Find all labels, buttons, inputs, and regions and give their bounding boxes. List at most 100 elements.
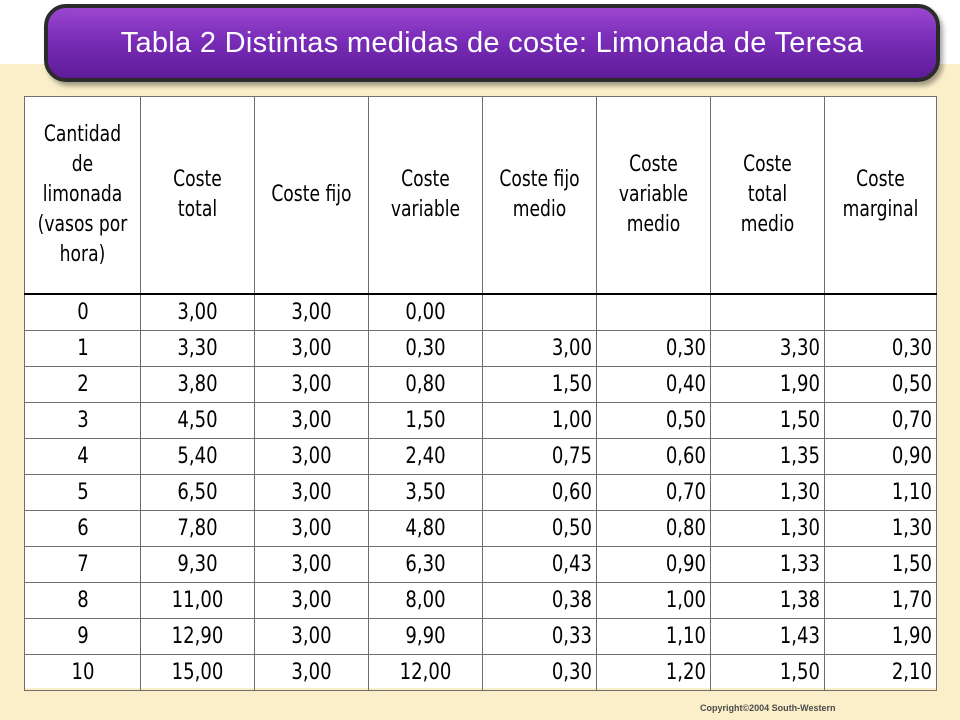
table-cell: 15,00	[140, 654, 255, 691]
table-cell: 0,00	[368, 293, 483, 331]
table-cell: 1,70	[824, 582, 937, 619]
table-cell: 1,10	[596, 618, 711, 655]
table-row: 10 15,00 3,00 12,00 0,30 1,20 1,50 2,10	[24, 654, 937, 691]
table-cell: 3,00	[254, 654, 369, 691]
table-cell: 1,50	[368, 402, 483, 439]
header-cantidad: Cantidad de limonada (vasos por hora)	[24, 96, 141, 295]
header-coste-marginal: Coste marginal	[824, 96, 937, 295]
table-cell: 1,50	[710, 402, 825, 439]
table-row: 0 3,00 3,00 0,00	[24, 293, 937, 331]
table-cell: 5,40	[140, 438, 255, 475]
table-cell: 0,70	[824, 402, 937, 439]
title-banner: Tabla 2 Distintas medidas de coste: Limo…	[44, 4, 940, 82]
table-cell: 1,00	[596, 582, 711, 619]
table-cell: 1,38	[710, 582, 825, 619]
table-cell: 4,50	[140, 402, 255, 439]
table-cell: 3,00	[254, 582, 369, 619]
table-cell: 9	[24, 618, 141, 655]
table-cell: 1,00	[482, 402, 597, 439]
table-cell: 4	[24, 438, 141, 475]
table-cell: 0,50	[596, 402, 711, 439]
table-cell: 3,00	[254, 618, 369, 655]
table-cell: 7,80	[140, 510, 255, 547]
table-cell: 3,00	[254, 402, 369, 439]
table-cell: 0,90	[596, 546, 711, 583]
table-row: 6 7,80 3,00 4,80 0,50 0,80 1,30 1,30	[24, 510, 937, 547]
table-cell: 3,00	[482, 330, 597, 367]
table-row: 4 5,40 3,00 2,40 0,75 0,60 1,35 0,90	[24, 438, 937, 475]
table-cell: 2	[24, 366, 141, 403]
table-cell: 3,00	[254, 293, 369, 331]
header-coste-fijo: Coste fijo	[254, 96, 369, 295]
table-cell: 12,00	[368, 654, 483, 691]
table-cell: 3,00	[254, 510, 369, 547]
table-cell: 2,10	[824, 654, 937, 691]
table-cell: 1,35	[710, 438, 825, 475]
table-cell: 1,50	[482, 366, 597, 403]
header-coste-variable: Coste variable	[368, 96, 483, 295]
cost-table-container: Cantidad de limonada (vasos por hora) Co…	[24, 96, 937, 691]
table-row: 7 9,30 3,00 6,30 0,43 0,90 1,33 1,50	[24, 546, 937, 583]
table-cell: 1,50	[710, 654, 825, 691]
table-cell: 0,33	[482, 618, 597, 655]
table-cell: 0,60	[596, 438, 711, 475]
table-row: 8 11,00 3,00 8,00 0,38 1,00 1,38 1,70	[24, 582, 937, 619]
table-cell: 3,00	[254, 366, 369, 403]
table-cell: 3,30	[710, 330, 825, 367]
table-cell: 0,30	[596, 330, 711, 367]
table-cell: 1,43	[710, 618, 825, 655]
table-cell: 3,50	[368, 474, 483, 511]
table-cell: 0,75	[482, 438, 597, 475]
table-cell: 0,90	[824, 438, 937, 475]
table-cell: 12,90	[140, 618, 255, 655]
table-cell: 3,00	[254, 546, 369, 583]
cost-table: Cantidad de limonada (vasos por hora) Co…	[24, 96, 937, 691]
table-cell: 8	[24, 582, 141, 619]
table-row: 5 6,50 3,00 3,50 0,60 0,70 1,30 1,10	[24, 474, 937, 511]
table-cell	[482, 293, 597, 331]
header-coste-total: Coste total	[140, 96, 255, 295]
table-cell: 1,20	[596, 654, 711, 691]
table-row: 1 3,30 3,00 0,30 3,00 0,30 3,30 0,30	[24, 330, 937, 367]
table-cell: 6,30	[368, 546, 483, 583]
table-cell: 3,00	[254, 330, 369, 367]
table-cell: 4,80	[368, 510, 483, 547]
table-cell: 7	[24, 546, 141, 583]
table-cell: 8,00	[368, 582, 483, 619]
table-cell: 1,30	[824, 510, 937, 547]
table-cell: 0,40	[596, 366, 711, 403]
table-cell: 11,00	[140, 582, 255, 619]
table-cell: 0,38	[482, 582, 597, 619]
table-cell: 6,50	[140, 474, 255, 511]
header-coste-variable-medio: Coste variable medio	[596, 96, 711, 295]
header-coste-total-medio: Coste total medio	[710, 96, 825, 295]
table-cell: 1,90	[824, 618, 937, 655]
table-cell: 9,90	[368, 618, 483, 655]
table-cell: 1,30	[710, 510, 825, 547]
table-cell: 0,60	[482, 474, 597, 511]
table-body: 0 3,00 3,00 0,00 1 3,30 3,00 0,30 3,00 0,30 3,30 0,…	[24, 293, 937, 691]
table-cell: 0,80	[368, 366, 483, 403]
table-cell: 0,43	[482, 546, 597, 583]
table-row: 2 3,80 3,00 0,80 1,50 0,40 1,90 0,50	[24, 366, 937, 403]
table-cell: 3,00	[140, 293, 255, 331]
table-cell: 1,90	[710, 366, 825, 403]
table-cell: 0,30	[824, 330, 937, 367]
table-cell	[596, 293, 711, 331]
table-cell: 3,30	[140, 330, 255, 367]
table-cell	[824, 293, 937, 331]
table-cell: 3,00	[254, 438, 369, 475]
table-cell: 9,30	[140, 546, 255, 583]
table-row: 3 4,50 3,00 1,50 1,00 0,50 1,50 0,70	[24, 402, 937, 439]
table-cell: 0,30	[482, 654, 597, 691]
table-header-row: Cantidad de limonada (vasos por hora) Co…	[24, 96, 937, 295]
table-cell: 2,40	[368, 438, 483, 475]
table-row: 9 12,90 3,00 9,90 0,33 1,10 1,43 1,90	[24, 618, 937, 655]
table-cell: 6	[24, 510, 141, 547]
header-coste-fijo-medio: Coste fijo medio	[482, 96, 597, 295]
table-cell: 3,80	[140, 366, 255, 403]
table-cell: 10	[24, 654, 141, 691]
table-cell	[710, 293, 825, 331]
table-cell: 5	[24, 474, 141, 511]
table-cell: 0,30	[368, 330, 483, 367]
